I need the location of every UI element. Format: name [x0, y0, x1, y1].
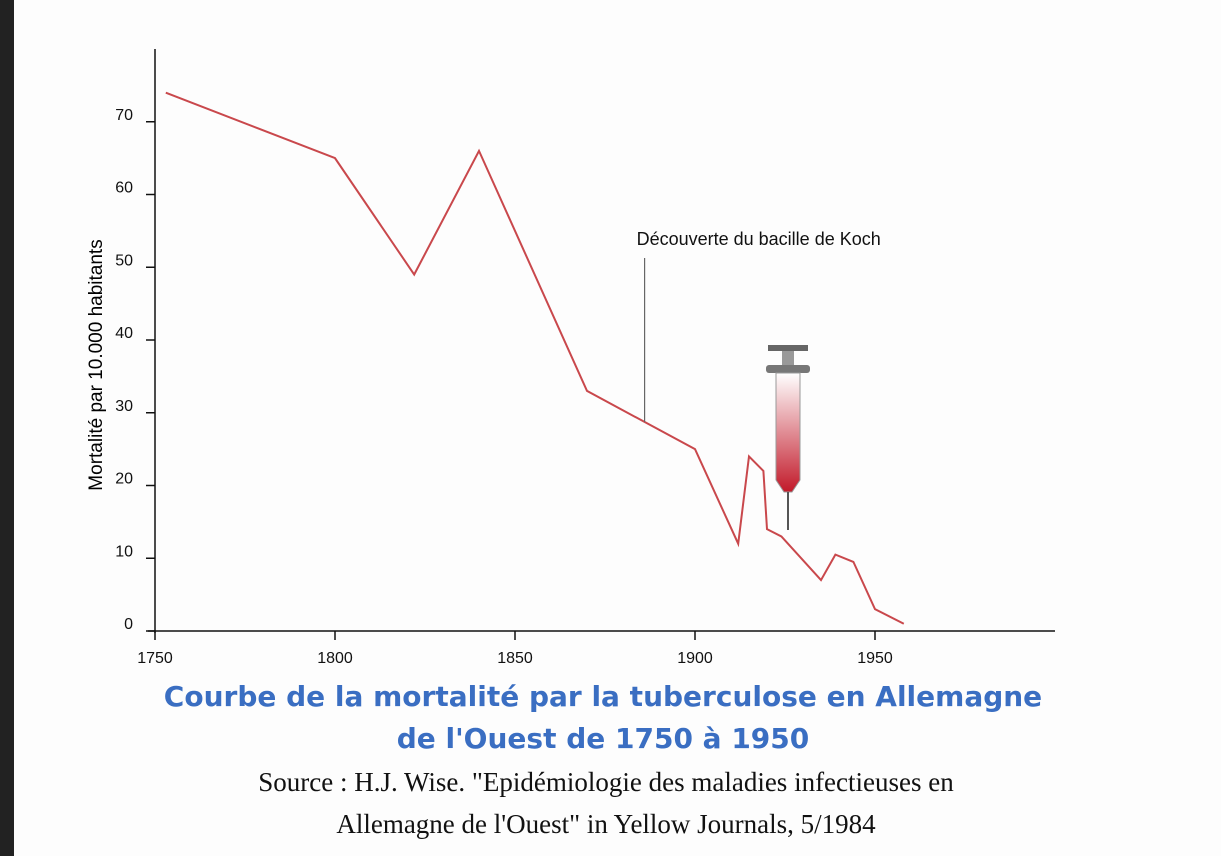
y-tick-label: 0: [124, 616, 133, 633]
source: Allemagne de l'Ouest" in Yellow Journals…: [336, 809, 876, 839]
y-tick-label: 10: [115, 543, 133, 560]
y-axis-label: Mortalité par 10.000 habitants: [86, 239, 107, 490]
y-tick-label: 40: [115, 325, 133, 342]
syringe-flange: [766, 365, 810, 373]
x-tick-label: 1800: [317, 650, 353, 667]
chart-title: de l'Ouest de 1750 à 1950: [397, 722, 810, 755]
chart-title: Courbe de la mortalité par la tuberculos…: [164, 680, 1042, 713]
scan-edge: [0, 0, 14, 856]
page: Mortalité par 10.000 habitants Courbe de…: [0, 0, 1221, 856]
y-tick-label: 50: [115, 252, 133, 269]
chart: Mortalité par 10.000 habitants Courbe de…: [0, 0, 1221, 856]
y-tick-label: 60: [115, 180, 133, 197]
syringe-plunger: [782, 351, 794, 365]
x-tick-label: 1750: [137, 650, 173, 667]
y-tick-label: 70: [115, 107, 133, 124]
syringe-barrel: [776, 373, 800, 492]
y-tick-label: 20: [115, 471, 133, 488]
syringe-plunger-cap: [768, 345, 808, 351]
x-tick-label: 1950: [857, 650, 893, 667]
x-tick-label: 1850: [497, 650, 533, 667]
annotation: Découverte du bacille de Koch: [637, 229, 881, 249]
y-tick-label: 30: [115, 398, 133, 415]
source: Source : H.J. Wise. "Epidémiologie des m…: [258, 767, 954, 797]
x-tick-label: 1900: [677, 650, 713, 667]
